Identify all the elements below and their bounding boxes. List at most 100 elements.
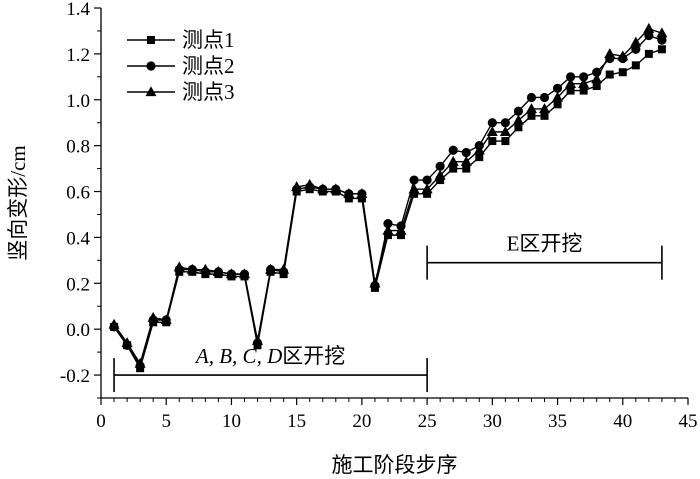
data-point — [421, 183, 433, 194]
data-point — [539, 103, 551, 114]
data-point — [527, 111, 536, 120]
data-point — [317, 183, 329, 194]
legend-label: 测点1 — [182, 28, 235, 52]
data-point — [447, 155, 459, 166]
axes-group: 0 5 10 15 20 25 30 35 40 45 -0.2 0.0 0.2 0.4 0.6 0.8 1.0… — [6, 0, 698, 477]
data-point — [160, 314, 172, 325]
data-point — [356, 188, 368, 198]
x-tick-label: 45 — [679, 411, 698, 432]
data-point — [382, 224, 394, 235]
data-point — [449, 164, 458, 173]
data-point — [134, 357, 146, 368]
data-point — [278, 263, 290, 274]
data-point — [121, 337, 133, 348]
y-tick-label: 1.2 — [66, 45, 90, 66]
data-point — [488, 137, 497, 146]
data-point — [525, 103, 537, 114]
data-point — [410, 189, 419, 198]
annotations-group: A, B, C, D区开挖 E区开挖 — [113, 232, 663, 393]
data-point — [408, 183, 420, 194]
data-point — [604, 48, 616, 59]
annotation-label-part: A, B, C, D — [194, 344, 282, 368]
data-point — [330, 183, 342, 194]
legend-marker — [145, 86, 157, 97]
data-point — [265, 263, 277, 274]
data-point — [540, 111, 549, 120]
y-tick-label: 0.8 — [66, 137, 90, 158]
data-point — [643, 22, 655, 33]
x-tick-label: 10 — [222, 411, 241, 432]
legend-label: 测点3 — [182, 80, 235, 104]
data-point — [630, 36, 642, 47]
data-point — [644, 30, 654, 41]
y-tick-label: 1.4 — [66, 0, 90, 20]
legend-item-2: 测点2 — [127, 54, 235, 78]
data-point — [369, 277, 381, 288]
data-point — [448, 145, 458, 155]
data-point — [473, 144, 485, 155]
data-point — [501, 137, 510, 146]
data-point — [475, 153, 484, 162]
series-3 — [108, 22, 668, 368]
annotation-label: A, B, C, D区开挖 — [194, 344, 345, 368]
data-point — [395, 224, 407, 235]
data-point — [409, 175, 419, 185]
legend-item-1: 测点1 — [127, 28, 235, 52]
data-point — [487, 118, 497, 128]
data-point — [436, 176, 445, 185]
data-point — [199, 263, 211, 274]
y-axis-title: 竖向变形/cm — [6, 145, 30, 261]
data-point — [212, 266, 224, 276]
annotation-2: E区开挖 — [426, 232, 663, 280]
data-point — [605, 70, 614, 79]
y-tick-label: 0.4 — [66, 228, 90, 249]
data-point — [657, 35, 667, 45]
data-point — [108, 318, 120, 329]
data-point — [552, 91, 564, 102]
x-tick-label: 25 — [418, 411, 437, 432]
data-point — [539, 92, 550, 103]
y-tick-label: 0.6 — [66, 183, 90, 204]
data-point — [462, 164, 471, 173]
x-tick-label: 30 — [483, 411, 502, 432]
data-point — [592, 82, 601, 90]
x-tick-label: 15 — [287, 411, 306, 432]
data-point — [383, 219, 393, 229]
data-point — [460, 155, 472, 166]
annotation-label-part: 区开挖 — [282, 344, 345, 368]
data-point — [566, 86, 575, 95]
y-tick-label: 0.2 — [66, 274, 90, 295]
data-point — [631, 61, 640, 70]
data-point — [252, 334, 264, 345]
data-point — [644, 49, 653, 58]
data-point — [147, 311, 159, 322]
y-tick-label: 0.0 — [66, 320, 90, 341]
data-point — [618, 68, 627, 77]
data-point — [397, 231, 406, 240]
data-point — [304, 178, 316, 189]
legend-marker — [146, 61, 156, 71]
data-point — [461, 147, 471, 158]
data-point — [343, 188, 355, 198]
data-point — [526, 92, 537, 103]
data-point — [435, 161, 445, 171]
data-point — [434, 169, 446, 180]
annotation-label: E区开挖 — [507, 232, 583, 256]
data-point — [186, 263, 198, 274]
x-tick-label: 35 — [548, 411, 567, 432]
data-point — [656, 27, 668, 38]
x-axis-title: 施工阶段步序 — [332, 453, 458, 477]
data-point — [553, 100, 562, 109]
series-group — [108, 22, 668, 373]
data-point — [238, 268, 250, 279]
data-point — [423, 189, 432, 198]
data-point — [552, 83, 563, 93]
data-point — [422, 175, 432, 185]
x-tick-label: 0 — [96, 411, 106, 432]
legend-label: 测点2 — [182, 54, 235, 78]
x-tick-label: 40 — [613, 411, 632, 432]
data-point — [579, 72, 589, 82]
x-tick-label: 20 — [352, 411, 371, 432]
